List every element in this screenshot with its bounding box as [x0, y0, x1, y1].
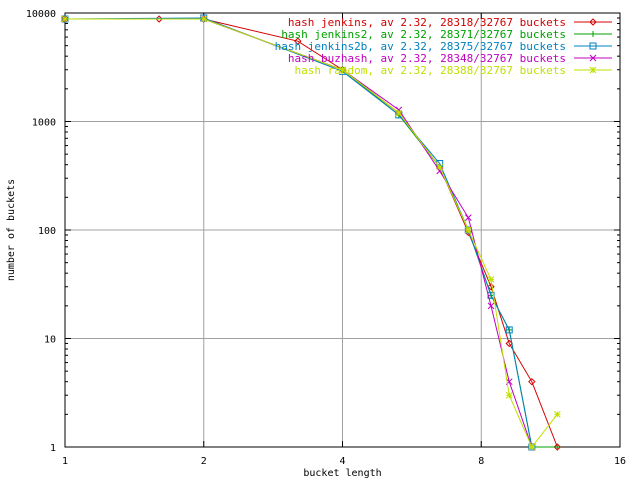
legend-label: hash jenkins, av 2.32, 28318/32767 bucke… — [288, 16, 566, 29]
data-point — [200, 15, 208, 23]
y-axis: 1 10 100 1000 10000 — [26, 9, 620, 454]
data-point — [395, 109, 403, 117]
legend-label: hash jenkins2b, av 2.32, 28375/32767 buc… — [275, 40, 566, 53]
data-point — [464, 214, 472, 221]
data-point — [294, 37, 302, 45]
legend-label: hash jenkins2, av 2.32, 28371/32767 buck… — [281, 28, 566, 41]
legend-label: hash buzhash, av 2.32, 28348/32767 bucke… — [288, 52, 566, 65]
y-tick-label: 1 — [50, 443, 56, 454]
legend-marker — [589, 54, 597, 62]
x-tick-label: 1 — [62, 456, 68, 467]
legend-marker — [590, 31, 596, 37]
series-line — [65, 18, 558, 448]
series-2 — [62, 16, 561, 450]
data-point — [505, 326, 513, 334]
data-point — [436, 163, 444, 171]
series-line — [64, 17, 533, 448]
data-point — [61, 15, 69, 23]
x-axis-label: bucket length — [303, 468, 381, 479]
data-point — [553, 410, 561, 418]
data-point — [505, 391, 513, 399]
legend-marker — [589, 18, 597, 26]
y-tick-label: 100 — [38, 226, 56, 237]
data-point — [339, 66, 346, 74]
legend-marker — [589, 42, 597, 50]
series-layer — [61, 14, 562, 451]
y-tick-label: 10000 — [26, 9, 56, 20]
data-point — [487, 302, 495, 310]
x-tick-label: 16 — [614, 456, 626, 467]
data-point — [528, 377, 536, 386]
data-point — [528, 443, 536, 451]
y-tick-label: 1000 — [32, 118, 56, 129]
data-point — [464, 226, 472, 234]
x-tick-label: 8 — [478, 456, 484, 467]
data-point — [487, 276, 495, 283]
series-line — [65, 18, 558, 448]
x-axis: 1 2 4 8 16 — [62, 13, 626, 467]
series-line — [65, 18, 533, 448]
legend: hash jenkins, av 2.32, 28318/32767 bucke… — [275, 16, 612, 77]
y-tick-label: 10 — [44, 335, 56, 346]
series-1 — [61, 15, 562, 451]
grid — [65, 13, 620, 447]
series-3 — [61, 14, 536, 451]
legend-label: hash random, av 2.32, 28388/32767 bucket… — [294, 64, 566, 77]
data-point — [554, 444, 561, 450]
series-5 — [61, 15, 561, 451]
x-tick-label: 2 — [201, 456, 207, 467]
data-point — [487, 283, 495, 291]
x-tick-label: 4 — [339, 456, 345, 467]
legend-marker — [589, 66, 597, 74]
y-axis-label: number of buckets — [6, 179, 17, 281]
series-4 — [61, 15, 536, 451]
series-line — [65, 18, 558, 448]
